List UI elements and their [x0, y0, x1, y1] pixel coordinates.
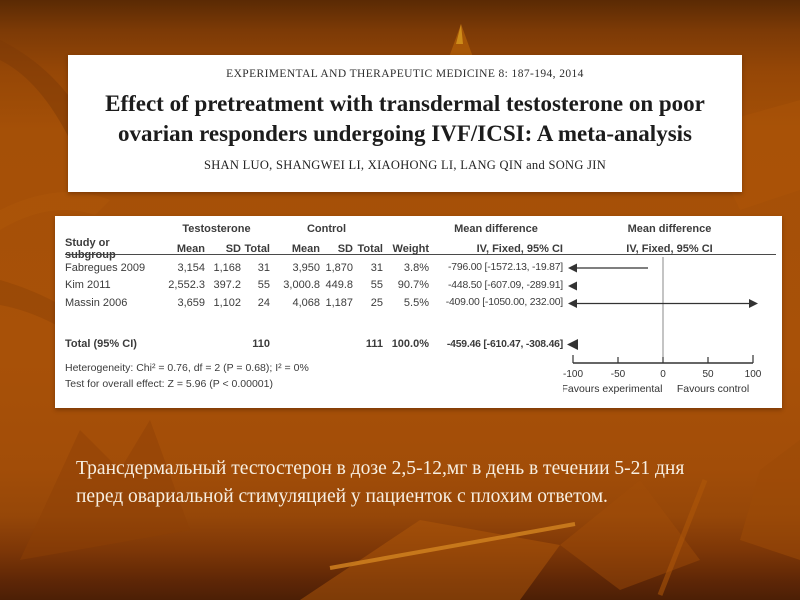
ci-value: -448.50 [-607.09, -289.91]	[448, 279, 563, 291]
t-sd-value: 1,168	[213, 261, 241, 274]
group-header-control: Control	[306, 223, 347, 235]
col-header-weight: Weight	[392, 243, 429, 255]
col-header-t-total: Total	[244, 243, 270, 255]
t-total-value: 24	[257, 296, 270, 309]
t-total-value: 31	[257, 261, 270, 274]
favours-experimental-label: Favours experimental	[563, 383, 662, 395]
study-row: Massin 2006 3,659 1,102 24 4,068 1,187 2…	[65, 294, 776, 312]
tick-label: 0	[660, 369, 666, 380]
col-header-ci-plot: IV, Fixed, 95% CI	[626, 243, 713, 255]
weight-value: 3.8%	[403, 261, 429, 274]
col-header-study: Study or subgroup	[65, 237, 116, 261]
group-header-testosterone: Testosterone	[182, 223, 251, 235]
weight-value: 90.7%	[397, 279, 429, 292]
study-rows: Fabregues 2009 3,154 1,168 31 3,950 1,87…	[65, 259, 776, 312]
leaf-stem	[657, 479, 708, 596]
t-mean-value: 3,659	[177, 296, 205, 309]
ci-value: -796.00 [-1572.13, -19.87]	[448, 262, 563, 274]
t-sd-value: 397.2	[213, 279, 241, 292]
forest-plot-panel: Testosterone Control Mean difference Mea…	[55, 216, 782, 408]
leaf-shape	[0, 40, 90, 140]
total-row: Total (95% CI) 110 111 100.0% -459.46 [-…	[65, 336, 776, 353]
article-header-panel: EXPERIMENTAL AND THERAPEUTIC MEDICINE 8:…	[68, 55, 742, 192]
t-sd-value: 1,102	[213, 296, 241, 309]
c-mean-value: 3,950	[292, 261, 320, 274]
ci-value: -409.00 [-1050.00, 232.00]	[445, 297, 563, 309]
study-name: Massin 2006	[65, 296, 128, 309]
slide-caption: Трансдермальный тестостерон в дозе 2,5-1…	[76, 458, 685, 507]
leaf-vein	[0, 192, 110, 230]
c-total-value: 55	[370, 279, 383, 292]
arrow-left-kim	[568, 281, 577, 291]
arrow-left-total	[567, 339, 578, 350]
heterogeneity-note: Heterogeneity: Chi² = 0.76, df = 2 (P = …	[65, 361, 309, 374]
col-header-c-sd: SD	[337, 243, 353, 255]
col-header-c-total: Total	[357, 243, 383, 255]
leaf-shape	[560, 480, 700, 590]
favours-control-label: Favours control	[677, 383, 749, 395]
column-header-row: Study or subgroup Mean SD Total Mean SD …	[65, 237, 776, 261]
forest-table-header: Testosterone Control Mean difference Mea…	[65, 221, 776, 261]
col-header-t-mean: Mean	[176, 243, 205, 255]
total-c-total: 111	[365, 338, 383, 350]
paper-authors: SHAN LUO, SHANGWEI LI, XIAOHONG LI, LANG…	[203, 157, 607, 172]
leaf-shape	[740, 440, 800, 560]
study-row: Fabregues 2009 3,154 1,168 31 3,950 1,87…	[65, 259, 776, 277]
group-header-mean-difference: Mean difference	[454, 223, 538, 235]
paper-title: Effect of pretreatment with transdermal …	[105, 91, 705, 146]
c-total-value: 31	[370, 261, 383, 274]
journal-citation: EXPERIMENTAL AND THERAPEUTIC MEDICINE 8:…	[226, 68, 584, 80]
leaf-shape	[20, 420, 190, 560]
arrow-left-fabregues	[568, 263, 577, 273]
col-header-ci: IV, Fixed, 95% CI	[476, 243, 563, 255]
tick-label: -100	[563, 369, 583, 380]
col-header-t-sd: SD	[225, 243, 241, 255]
total-label: Total (95% CI)	[65, 338, 137, 350]
group-header-row: Testosterone Control Mean difference Mea…	[65, 221, 776, 237]
total-weight: 100.0%	[391, 338, 429, 350]
c-mean-value: 3,000.8	[283, 279, 320, 292]
col-header-c-mean: Mean	[291, 243, 320, 255]
total-ci: -459.46 [-610.47, -308.46]	[446, 338, 563, 350]
t-mean-value: 3,154	[177, 261, 205, 274]
study-row: Kim 2011 2,552.3 397.2 55 3,000.8 449.8 …	[65, 277, 776, 295]
c-sd-value: 1,870	[325, 261, 353, 274]
group-header-mean-difference-plot: Mean difference	[627, 223, 712, 235]
study-name: Kim 2011	[65, 279, 111, 292]
leaf-stem-highlight	[329, 522, 576, 570]
weight-value: 5.5%	[403, 296, 429, 309]
tick-label: 50	[702, 369, 714, 380]
arrow-right-massin	[749, 299, 758, 308]
tick-label: -50	[611, 369, 626, 380]
overall-effect-note: Test for overall effect: Z = 5.96 (P < 0…	[65, 377, 273, 390]
forest-plot-graphic: -100 -50 0 50 100 Favours experimental F…	[563, 257, 762, 395]
arrow-left-massin	[568, 299, 577, 308]
tick-label: 100	[745, 369, 762, 380]
t-mean-value: 2,552.3	[168, 279, 205, 292]
total-t-total: 110	[252, 338, 270, 350]
c-sd-value: 449.8	[325, 279, 353, 292]
study-name: Fabregues 2009	[65, 261, 146, 274]
t-total-value: 55	[257, 279, 270, 292]
c-mean-value: 4,068	[292, 296, 320, 309]
c-sd-value: 1,187	[325, 296, 353, 309]
leaf-highlight	[456, 24, 463, 44]
forest-plot-content: Testosterone Control Mean difference Mea…	[55, 216, 782, 408]
c-total-value: 25	[370, 296, 383, 309]
